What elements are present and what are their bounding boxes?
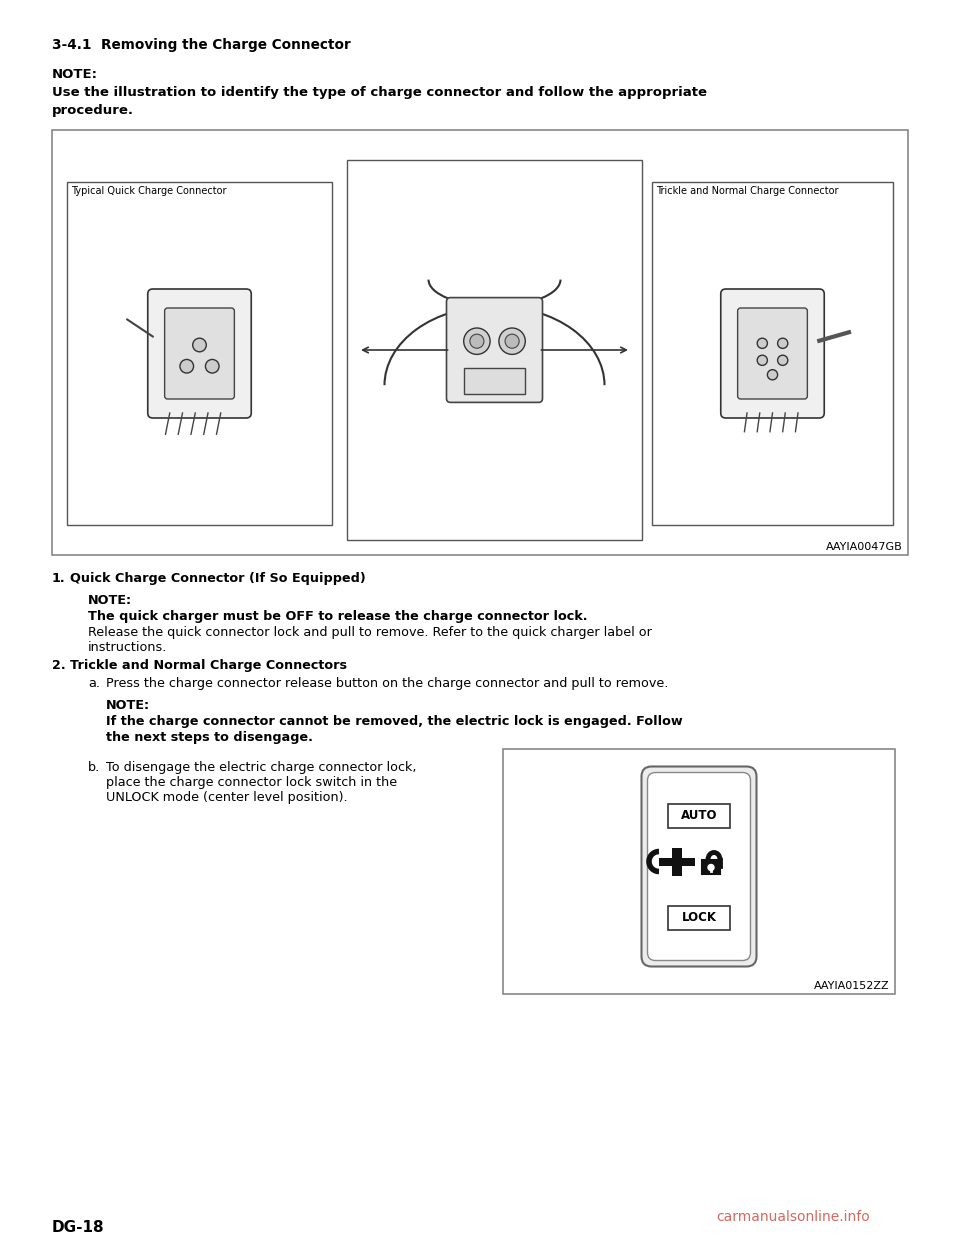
Text: DG‑18: DG‑18 xyxy=(52,1220,105,1235)
Bar xyxy=(347,160,642,540)
Text: the next steps to disengage.: the next steps to disengage. xyxy=(106,732,313,744)
Text: Release the quick connector lock and pull to remove. Refer to the quick charger : Release the quick connector lock and pul… xyxy=(88,626,652,638)
Text: carmanualsonline.info: carmanualsonline.info xyxy=(716,1210,870,1225)
Text: LOCK: LOCK xyxy=(682,910,716,924)
Text: Quick Charge Connector (If So Equipped): Quick Charge Connector (If So Equipped) xyxy=(70,573,366,585)
FancyBboxPatch shape xyxy=(737,308,807,399)
Text: AUTO: AUTO xyxy=(681,809,717,822)
Bar xyxy=(503,749,895,994)
FancyBboxPatch shape xyxy=(647,773,751,960)
Text: To disengage the electric charge connector lock,: To disengage the electric charge connect… xyxy=(106,761,417,774)
Text: AAYIA0152ZZ: AAYIA0152ZZ xyxy=(814,981,890,991)
Circle shape xyxy=(778,355,788,365)
Text: 3-4.1  Removing the Charge Connector: 3-4.1 Removing the Charge Connector xyxy=(52,39,350,52)
Text: b.: b. xyxy=(88,761,100,774)
Circle shape xyxy=(180,359,194,373)
Bar xyxy=(464,368,525,394)
Text: If the charge connector cannot be removed, the electric lock is engaged. Follow: If the charge connector cannot be remove… xyxy=(106,715,683,728)
FancyBboxPatch shape xyxy=(641,766,756,966)
Text: Use the illustration to identify the type of charge connector and follow the app: Use the illustration to identify the typ… xyxy=(52,86,707,99)
Circle shape xyxy=(778,338,788,349)
Text: 1.: 1. xyxy=(52,573,65,585)
Text: NOTE:: NOTE: xyxy=(88,594,132,607)
Text: instructions.: instructions. xyxy=(88,641,167,655)
FancyBboxPatch shape xyxy=(668,905,730,929)
Text: a.: a. xyxy=(88,677,100,691)
FancyBboxPatch shape xyxy=(148,289,252,419)
Text: 2.: 2. xyxy=(52,660,65,672)
FancyBboxPatch shape xyxy=(164,308,234,399)
Circle shape xyxy=(205,359,219,373)
Circle shape xyxy=(469,334,484,348)
Text: procedure.: procedure. xyxy=(52,104,134,117)
Circle shape xyxy=(193,338,206,351)
Circle shape xyxy=(464,328,491,354)
Text: UNLOCK mode (center level position).: UNLOCK mode (center level position). xyxy=(106,791,348,804)
FancyBboxPatch shape xyxy=(446,298,542,402)
Circle shape xyxy=(757,355,767,365)
Circle shape xyxy=(499,328,525,354)
Text: The quick charger must be OFF to release the charge connector lock.: The quick charger must be OFF to release… xyxy=(88,610,588,623)
Circle shape xyxy=(767,370,778,380)
Text: place the charge connector lock switch in the: place the charge connector lock switch i… xyxy=(106,776,397,789)
Text: Trickle and Normal Charge Connectors: Trickle and Normal Charge Connectors xyxy=(70,660,347,672)
Bar xyxy=(52,130,908,555)
Text: Typical Quick Charge Connector: Typical Quick Charge Connector xyxy=(71,186,227,196)
Circle shape xyxy=(757,338,767,349)
FancyBboxPatch shape xyxy=(721,289,825,419)
Text: AAYIA0047GB: AAYIA0047GB xyxy=(827,542,903,551)
FancyBboxPatch shape xyxy=(668,804,730,827)
Bar xyxy=(67,183,332,525)
Text: NOTE:: NOTE: xyxy=(52,68,98,81)
Text: Press the charge connector release button on the charge connector and pull to re: Press the charge connector release butto… xyxy=(106,677,668,691)
Bar xyxy=(652,183,893,525)
Circle shape xyxy=(708,864,714,871)
Text: Trickle and Normal Charge Connector: Trickle and Normal Charge Connector xyxy=(656,186,838,196)
Text: NOTE:: NOTE: xyxy=(106,699,150,712)
Circle shape xyxy=(505,334,519,348)
Polygon shape xyxy=(659,847,695,876)
Bar xyxy=(702,859,720,873)
